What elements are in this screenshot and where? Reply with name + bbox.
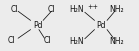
Text: NH₂: NH₂ <box>109 5 124 14</box>
Text: Cl: Cl <box>7 36 15 45</box>
Text: H₂N: H₂N <box>69 37 84 46</box>
Text: ++: ++ <box>88 4 99 10</box>
Text: H₂N: H₂N <box>69 5 84 14</box>
Text: NH₂: NH₂ <box>109 37 124 46</box>
Text: Cl: Cl <box>10 5 18 14</box>
Text: Cl: Cl <box>44 36 51 45</box>
Text: Pd: Pd <box>97 21 106 30</box>
Text: Cl: Cl <box>48 5 55 14</box>
Text: Pd: Pd <box>33 21 42 30</box>
